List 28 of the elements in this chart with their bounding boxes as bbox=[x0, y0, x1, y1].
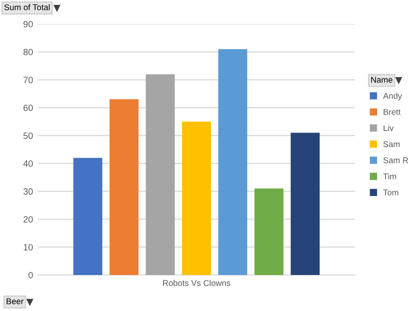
y-axis-title: Sum of Total bbox=[4, 4, 50, 10]
x-tick-label: Robots Vs Clowns bbox=[163, 280, 230, 286]
bar bbox=[110, 99, 139, 275]
legend-label: Tim bbox=[383, 173, 396, 180]
bar bbox=[254, 188, 284, 275]
legend-label: Brett bbox=[384, 109, 401, 115]
bar bbox=[218, 49, 248, 275]
legend-title: Name bbox=[371, 76, 392, 83]
y-tick-label: 10 bbox=[24, 244, 33, 250]
text: Beer bbox=[6, 298, 24, 304]
legend-label: Sam R bbox=[383, 157, 408, 164]
y-tick-label: 0 bbox=[28, 272, 33, 278]
bar bbox=[73, 158, 102, 275]
y-tick-label: 20 bbox=[24, 216, 33, 223]
bar bbox=[290, 132, 320, 275]
y-tick-label: 60 bbox=[24, 104, 33, 112]
y-tick-label: 30 bbox=[23, 188, 33, 195]
legend-label: Tom bbox=[383, 190, 398, 196]
y-tick-label: 80 bbox=[23, 48, 33, 56]
y-tick-label: 70 bbox=[24, 76, 33, 84]
legend-label: Liv bbox=[384, 124, 394, 131]
y-tick-label: 50 bbox=[23, 132, 33, 139]
y-tick-label: 40 bbox=[23, 160, 33, 167]
legend-label: Sam bbox=[383, 141, 400, 148]
bar bbox=[146, 74, 175, 275]
y-tick-label: 90 bbox=[24, 20, 33, 28]
bar bbox=[182, 122, 211, 275]
legend-label: Andy bbox=[383, 92, 402, 100]
